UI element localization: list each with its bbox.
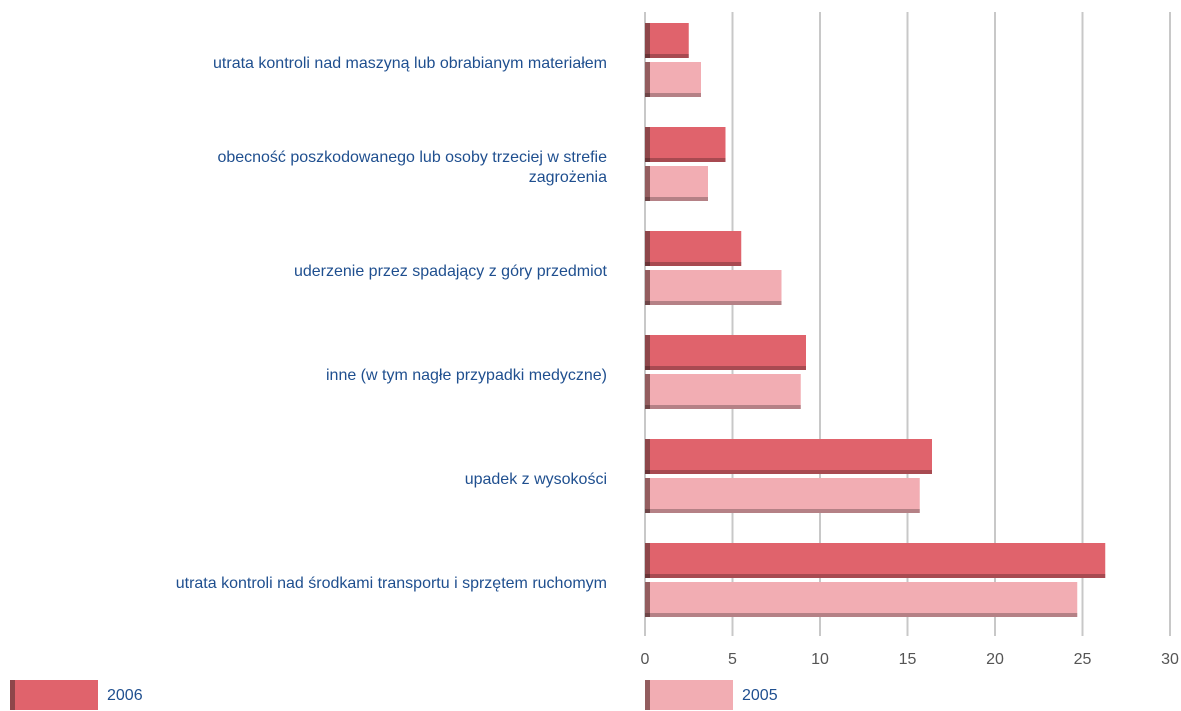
bar <box>645 270 782 305</box>
bar-shadow <box>645 93 701 97</box>
x-tick-label: 30 <box>1161 651 1179 668</box>
x-tick-label: 5 <box>728 651 737 668</box>
category-label: inne (w tym nagłe przypadki medyczne) <box>325 367 607 384</box>
bar <box>645 23 689 58</box>
bar <box>645 582 1078 617</box>
x-tick-label: 10 <box>811 651 829 668</box>
bar-shadow <box>645 405 801 409</box>
bar <box>645 543 1106 578</box>
legend-label: 2006 <box>107 687 143 704</box>
bar-shadow <box>645 262 742 266</box>
category-label: utrata kontroli nad środkami transportu … <box>175 575 607 592</box>
x-tick-label: 20 <box>986 651 1004 668</box>
bar-shadow <box>645 54 689 58</box>
bar-shadow <box>645 470 932 474</box>
bar-edge <box>645 543 650 578</box>
bar <box>645 335 806 370</box>
bar <box>645 374 801 409</box>
bar-shadow <box>645 509 920 513</box>
category-label: uderzenie przez spadający z góry przedmi… <box>293 263 607 280</box>
bar-edge <box>645 23 650 58</box>
x-tick-label: 0 <box>641 651 650 668</box>
legend-swatch <box>10 680 98 710</box>
bar <box>645 231 742 266</box>
x-tick-label: 15 <box>899 651 917 668</box>
bar <box>645 439 932 474</box>
bar-edge <box>645 439 650 474</box>
legend-swatch-edge <box>10 680 15 710</box>
bar-edge <box>645 166 650 201</box>
bar <box>645 166 708 201</box>
bar-shadow <box>645 613 1078 617</box>
bar-edge <box>645 270 650 305</box>
bar <box>645 478 920 513</box>
bar-shadow <box>645 366 806 370</box>
bar <box>645 62 701 97</box>
legend-swatch-edge <box>645 680 650 710</box>
bar-shadow <box>645 301 782 305</box>
bar-edge <box>645 335 650 370</box>
bar-shadow <box>645 574 1106 578</box>
bar-edge <box>645 62 650 97</box>
category-label: obecność poszkodowanego lub osoby trzeci… <box>217 149 607 186</box>
bar-edge <box>645 582 650 617</box>
bar-edge <box>645 374 650 409</box>
legend-label: 2005 <box>742 687 778 704</box>
bar-shadow <box>645 158 726 162</box>
bar-edge <box>645 127 650 162</box>
bar <box>645 127 726 162</box>
category-label: utrata kontroli nad maszyną lub obrabian… <box>213 55 607 72</box>
bar-edge <box>645 231 650 266</box>
bar-edge <box>645 478 650 513</box>
bar-shadow <box>645 197 708 201</box>
x-tick-label: 25 <box>1074 651 1092 668</box>
legend-swatch <box>645 680 733 710</box>
category-label: upadek z wysokości <box>464 471 607 488</box>
